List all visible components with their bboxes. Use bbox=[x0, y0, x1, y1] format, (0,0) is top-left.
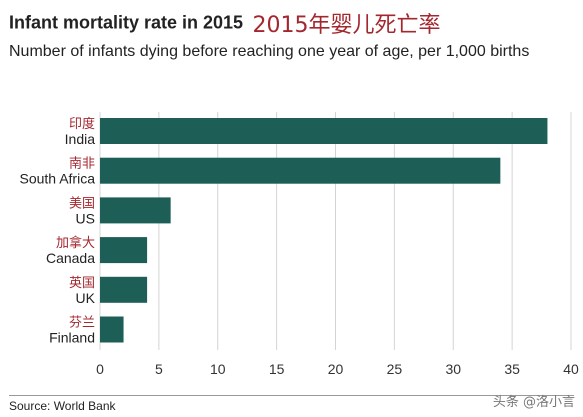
bar bbox=[100, 118, 548, 144]
watermark: 头条 @洛小言 bbox=[492, 395, 575, 410]
title-english: Infant mortality rate in 2015 bbox=[9, 12, 244, 33]
source-divider bbox=[9, 395, 574, 396]
category-label: Finland bbox=[49, 330, 95, 346]
x-tick-label: 30 bbox=[445, 361, 461, 377]
x-tick-label: 40 bbox=[563, 361, 579, 377]
category-label-cn: 印度 bbox=[69, 116, 95, 132]
category-label: US bbox=[76, 210, 95, 226]
category-label-cn: 南非 bbox=[69, 156, 95, 172]
bar bbox=[100, 157, 501, 184]
bar bbox=[100, 316, 124, 343]
category-label: Canada bbox=[46, 250, 95, 266]
category-label-cn: 英国 bbox=[69, 276, 95, 291]
x-tick-label: 0 bbox=[96, 361, 104, 377]
title-chinese: 2015年婴儿死亡率 bbox=[252, 13, 441, 38]
chart-title: Infant mortality rate in 2015 2015年婴儿死亡率 bbox=[9, 7, 441, 39]
x-tick-label: 35 bbox=[504, 361, 520, 377]
category-label-cn: 加拿大 bbox=[56, 235, 95, 251]
x-tick-label: 10 bbox=[210, 361, 226, 377]
x-tick-label: 25 bbox=[387, 361, 403, 377]
category-label-cn: 芬兰 bbox=[69, 316, 95, 331]
chart-subtitle: Number of infants dying before reaching … bbox=[9, 43, 530, 60]
bar bbox=[100, 197, 171, 224]
bar bbox=[100, 237, 148, 264]
x-tick-label: 5 bbox=[155, 361, 163, 377]
category-label: India bbox=[65, 131, 96, 147]
category-label: South Africa bbox=[20, 171, 96, 187]
source-note: Source: World Bank bbox=[9, 399, 116, 413]
x-tick-label: 15 bbox=[269, 361, 285, 377]
x-tick-label: 20 bbox=[328, 361, 344, 377]
bar bbox=[100, 276, 148, 303]
category-label-cn: 美国 bbox=[69, 196, 95, 211]
category-label: UK bbox=[76, 290, 96, 306]
